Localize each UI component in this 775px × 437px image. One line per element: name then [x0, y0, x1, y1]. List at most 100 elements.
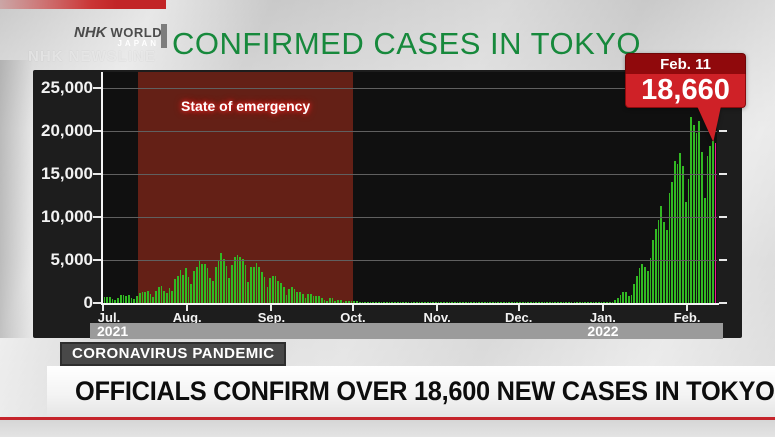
bar — [459, 302, 462, 303]
bar — [418, 302, 421, 303]
bar — [592, 302, 595, 303]
bar — [152, 296, 155, 303]
bar — [117, 297, 119, 303]
bar — [290, 287, 293, 303]
bar — [619, 295, 622, 303]
bar — [252, 266, 255, 303]
bar — [456, 302, 459, 303]
bar — [679, 153, 682, 303]
bar — [367, 301, 369, 303]
bar — [576, 302, 578, 303]
bar — [136, 295, 138, 303]
bar — [467, 302, 470, 303]
x-axis-label: Nov. — [423, 310, 451, 325]
bar — [453, 302, 456, 303]
bar — [157, 287, 160, 303]
x-axis-tick — [436, 305, 439, 311]
bar — [155, 291, 157, 303]
bar — [513, 302, 516, 303]
bar — [171, 290, 174, 303]
bar — [410, 302, 413, 303]
bar — [415, 302, 418, 303]
x-axis-tick — [351, 305, 354, 311]
bar — [527, 302, 530, 303]
bar — [364, 301, 367, 303]
bar — [231, 265, 233, 303]
bar — [212, 280, 214, 303]
bar — [557, 302, 559, 303]
bar — [309, 293, 312, 303]
y-axis-tick-right — [719, 130, 727, 132]
bar — [263, 276, 266, 303]
bar — [497, 302, 500, 303]
bar — [282, 287, 285, 303]
bar — [280, 282, 282, 303]
bar — [334, 300, 337, 303]
bar — [519, 302, 521, 303]
bar — [573, 302, 576, 303]
x-axis-label: Dec. — [504, 310, 533, 325]
y-axis-label: 5,000 — [50, 250, 93, 269]
bar — [255, 262, 258, 303]
logo-red-stripe — [0, 0, 166, 9]
bar — [674, 160, 676, 303]
bar — [274, 276, 277, 303]
bar — [532, 302, 535, 303]
bar — [146, 290, 149, 303]
bar — [356, 301, 358, 303]
bar — [443, 302, 445, 303]
bar — [372, 301, 375, 303]
y-axis-tick — [93, 87, 101, 89]
bar — [323, 300, 326, 303]
x-axis-line — [101, 303, 719, 305]
bar — [530, 302, 532, 303]
bar — [472, 302, 475, 303]
headline-underline — [0, 417, 775, 420]
bar — [377, 302, 380, 303]
bar — [671, 181, 674, 303]
logo-world-text: WORLD — [110, 25, 163, 40]
x-axis-label: Feb. — [673, 310, 701, 325]
bar — [543, 302, 546, 303]
gridline — [103, 131, 717, 132]
bar — [174, 278, 176, 303]
gridline — [103, 260, 717, 261]
x-axis-label: Sep. — [257, 310, 286, 325]
chart-plot-area: State of emergency — [103, 72, 717, 303]
bar — [644, 267, 646, 303]
bar — [434, 302, 437, 303]
headline-text: OFFICIALS CONFIRM OVER 18,600 NEW CASES … — [75, 376, 775, 406]
bar — [361, 302, 364, 303]
bar — [633, 284, 635, 303]
bar — [198, 259, 201, 303]
bar — [236, 255, 239, 303]
bar — [426, 302, 429, 303]
bar — [301, 293, 304, 303]
x-axis-tick — [270, 305, 273, 311]
bar — [587, 302, 589, 303]
bar — [635, 276, 638, 303]
bar — [562, 302, 565, 303]
year-label-2022: 2022 — [587, 323, 619, 339]
year-label-2021: 2021 — [97, 323, 129, 339]
bar — [581, 302, 584, 303]
state-of-emergency-region: State of emergency — [138, 72, 353, 303]
bar — [546, 302, 549, 303]
y-axis-tick-right — [719, 259, 727, 261]
bar — [565, 302, 568, 303]
bar — [380, 302, 383, 303]
bar — [693, 125, 695, 303]
bar — [204, 263, 206, 303]
bar — [214, 266, 217, 303]
bar — [502, 302, 505, 303]
bar — [285, 294, 288, 303]
bar — [106, 297, 108, 303]
bar — [328, 298, 331, 303]
bar — [187, 276, 190, 303]
bar — [318, 295, 320, 303]
bar — [445, 302, 448, 303]
bar — [353, 301, 356, 303]
bar — [606, 302, 608, 303]
bar — [266, 286, 269, 303]
